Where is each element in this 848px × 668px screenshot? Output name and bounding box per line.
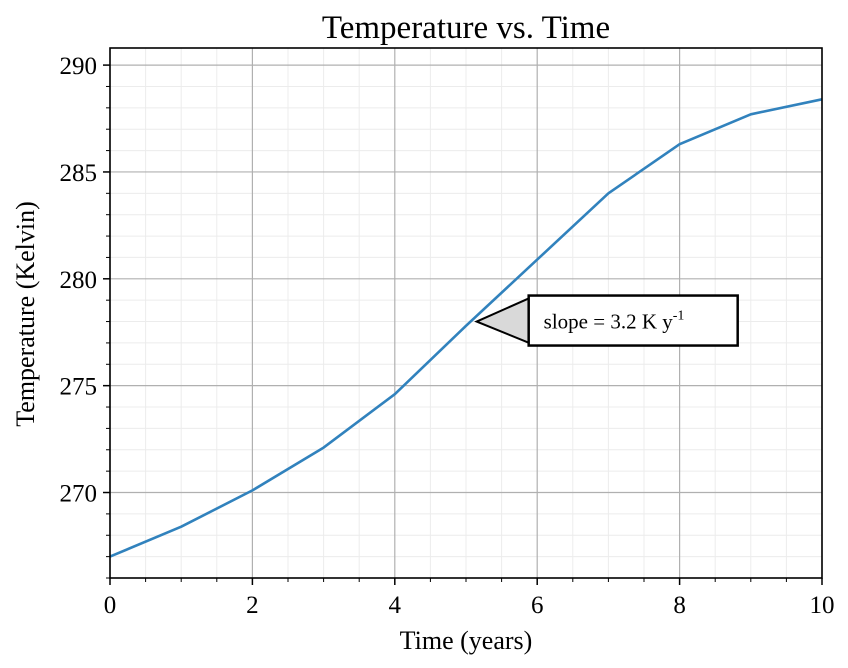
x-tick-label: 4 (389, 592, 402, 619)
chart-title: Temperature vs. Time (322, 10, 610, 46)
x-tick-label: 2 (246, 592, 259, 619)
series-line (109, 98, 823, 558)
annotation-superscript: -1 (673, 309, 685, 324)
y-tick-label: 275 (60, 374, 98, 401)
annotation-text: slope = 3.2 K y-1 (544, 309, 685, 334)
x-axis-label: Time (years) (400, 626, 533, 655)
annotation-box (527, 294, 739, 347)
series-lines (109, 98, 823, 558)
x-axis: 0 2 4 6 8 10 (104, 578, 835, 619)
x-tick-label: 6 (531, 592, 544, 619)
y-tick-label: 280 (60, 267, 98, 294)
y-axis: 270 275 280 285 290 (60, 53, 110, 579)
y-tick-label: 270 (60, 481, 98, 508)
y-tick-label: 290 (60, 53, 98, 80)
annotation-arrow (474, 296, 532, 346)
x-tick-label: 8 (673, 592, 686, 619)
annotation-main: slope = 3.2 K y (544, 310, 674, 334)
x-tick-label: 0 (104, 592, 117, 619)
slope-annotation: slope = 3.2 K y-1 (474, 294, 739, 347)
y-tick-label: 285 (60, 160, 98, 187)
x-tick-label: 10 (810, 592, 835, 619)
y-axis-label: Temperature (Kelvin) (11, 201, 40, 427)
